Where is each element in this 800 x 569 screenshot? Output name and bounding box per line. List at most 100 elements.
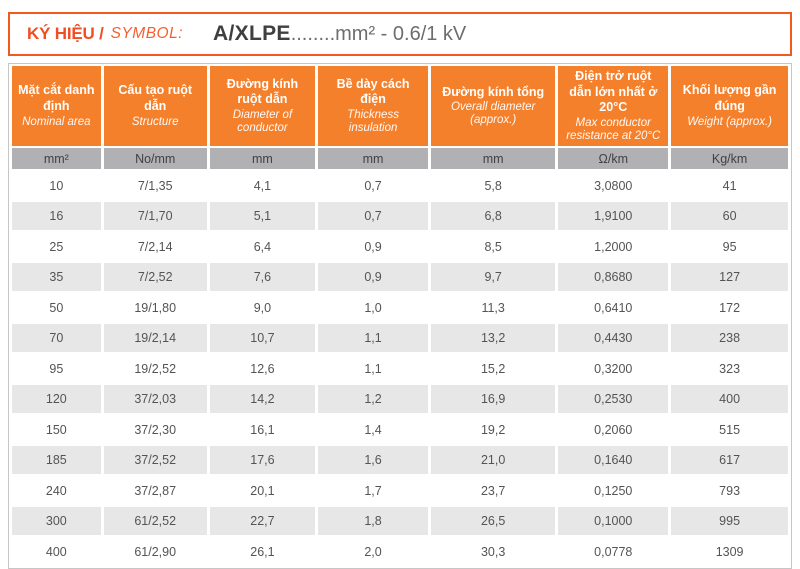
table-cell: 400 bbox=[671, 384, 788, 414]
table-row: 185 37/2,52 17,6 1,6 21,0 0,1640 617 bbox=[12, 445, 788, 475]
table-cell: 0,2530 bbox=[558, 384, 669, 414]
table-cell: 12,6 bbox=[209, 354, 316, 383]
table-cell: 61/2,52 bbox=[103, 506, 207, 536]
table-cell: 0,9 bbox=[318, 262, 429, 292]
table-row: 150 37/2,30 16,1 1,4 19,2 0,2060 515 bbox=[12, 415, 788, 444]
table-cell: 19/2,14 bbox=[103, 323, 207, 353]
table-row: 120 37/2,03 14,2 1,2 16,9 0,2530 400 bbox=[12, 384, 788, 414]
column-header: Điện trở ruột dẫn lớn nhất ở 20°C Max con… bbox=[558, 66, 669, 147]
table-row: 400 61/2,90 26,1 2,0 30,3 0,0778 1309 bbox=[12, 537, 788, 566]
table-cell: 323 bbox=[671, 354, 788, 383]
table-cell: 0,1640 bbox=[558, 445, 669, 475]
table-cell: 1,0 bbox=[318, 293, 429, 322]
table-cell: 3,0800 bbox=[558, 171, 669, 200]
table-cell: 6,8 bbox=[431, 201, 556, 231]
column-title-vi: Mặt cắt danh định bbox=[18, 83, 95, 114]
table-row: 300 61/2,52 22,7 1,8 26,5 0,1000 995 bbox=[12, 506, 788, 536]
table-row: 10 7/1,35 4,1 0,7 5,8 3,0800 41 bbox=[12, 171, 788, 200]
table-cell: 35 bbox=[12, 262, 101, 292]
table-cell: 17,6 bbox=[209, 445, 316, 475]
table-cell: 0,1000 bbox=[558, 506, 669, 536]
table-cell: 0,4430 bbox=[558, 323, 669, 353]
table-cell: 16 bbox=[12, 201, 101, 231]
column-header: Khối lượng gần đúng Weight (approx.) bbox=[671, 66, 788, 147]
table-row: 70 19/2,14 10,7 1,1 13,2 0,4430 238 bbox=[12, 323, 788, 353]
table-row: 35 7/2,52 7,6 0,9 9,7 0,8680 127 bbox=[12, 262, 788, 292]
table-cell: 0,6410 bbox=[558, 293, 669, 322]
table-cell: 95 bbox=[671, 232, 788, 261]
table-cell: 5,1 bbox=[209, 201, 316, 231]
table-cell: 7/2,52 bbox=[103, 262, 207, 292]
table-cell: 150 bbox=[12, 415, 101, 444]
table-cell: 16,1 bbox=[209, 415, 316, 444]
table-cell: 185 bbox=[12, 445, 101, 475]
table-cell: 793 bbox=[671, 476, 788, 505]
table-cell: 19/2,52 bbox=[103, 354, 207, 383]
table-cell: 4,1 bbox=[209, 171, 316, 200]
table-cell: 515 bbox=[671, 415, 788, 444]
table-cell: 0,7 bbox=[318, 171, 429, 200]
table-cell: 9,0 bbox=[209, 293, 316, 322]
column-unit: mm bbox=[318, 148, 429, 170]
table-cell: 23,7 bbox=[431, 476, 556, 505]
symbol-label-vi: KÝ HIỆU / bbox=[27, 24, 104, 43]
table-cell: 0,7 bbox=[318, 201, 429, 231]
table-cell: 995 bbox=[671, 506, 788, 536]
column-title-vi: Cấu tạo ruột dẫn bbox=[118, 83, 193, 114]
column-unit: Kg/km bbox=[671, 148, 788, 170]
units-row: mm² No/mm mm mm mm Ω/km Kg/km bbox=[12, 148, 788, 170]
column-header: Đường kính tổng Overall diameter (approx.… bbox=[431, 66, 556, 147]
column-unit: No/mm bbox=[103, 148, 207, 170]
column-title-en: Weight (approx.) bbox=[687, 115, 772, 128]
table-cell: 16,9 bbox=[431, 384, 556, 414]
table-row: 95 19/2,52 12,6 1,1 15,2 0,3200 323 bbox=[12, 354, 788, 383]
symbol-label-en: SYMBOL: bbox=[110, 25, 184, 42]
table-cell: 37/2,87 bbox=[103, 476, 207, 505]
table-cell: 21,0 bbox=[431, 445, 556, 475]
column-title-en: Nominal area bbox=[22, 115, 91, 128]
column-title-en: Structure bbox=[131, 115, 179, 128]
column-unit: mm bbox=[209, 148, 316, 170]
table-cell: 22,7 bbox=[209, 506, 316, 536]
column-header: Đường kính ruột dẫn Diameter of conductor bbox=[209, 66, 316, 147]
column-title-en: Thickness insulation bbox=[347, 109, 399, 135]
table-cell: 15,2 bbox=[431, 354, 556, 383]
table-cell: 238 bbox=[671, 323, 788, 353]
table-cell: 1,2000 bbox=[558, 232, 669, 261]
table-cell: 1,1 bbox=[318, 323, 429, 353]
table-cell: 30,3 bbox=[431, 537, 556, 566]
column-unit: mm² bbox=[12, 148, 101, 170]
table-cell: 1,7 bbox=[318, 476, 429, 505]
table-cell: 1309 bbox=[671, 537, 788, 566]
table-cell: 172 bbox=[671, 293, 788, 322]
table-cell: 0,1250 bbox=[558, 476, 669, 505]
table-cell: 19/1,80 bbox=[103, 293, 207, 322]
table-cell: 95 bbox=[12, 354, 101, 383]
table-cell: 7,6 bbox=[209, 262, 316, 292]
table-cell: 1,1 bbox=[318, 354, 429, 383]
table-cell: 37/2,30 bbox=[103, 415, 207, 444]
table-cell: 0,8680 bbox=[558, 262, 669, 292]
table-cell: 70 bbox=[12, 323, 101, 353]
table-cell: 0,3200 bbox=[558, 354, 669, 383]
table-cell: 127 bbox=[671, 262, 788, 292]
table-cell: 0,2060 bbox=[558, 415, 669, 444]
table-cell: 41 bbox=[671, 171, 788, 200]
table-cell: 5,8 bbox=[431, 171, 556, 200]
column-header: Bề dày cách điện Thickness insulation bbox=[318, 66, 429, 147]
table-cell: 1,8 bbox=[318, 506, 429, 536]
table-row: 240 37/2,87 20,1 1,7 23,7 0,1250 793 bbox=[12, 476, 788, 505]
table-row: 25 7/2,14 6,4 0,9 8,5 1,2000 95 bbox=[12, 232, 788, 261]
column-title-vi: Khối lượng gần đúng bbox=[682, 83, 777, 114]
table-cell: 20,1 bbox=[209, 476, 316, 505]
table-cell: 10,7 bbox=[209, 323, 316, 353]
table-cell: 60 bbox=[671, 201, 788, 231]
table-cell: 1,6 bbox=[318, 445, 429, 475]
column-title-en: Overall diameter (approx.) bbox=[450, 101, 536, 127]
table-cell: 37/2,03 bbox=[103, 384, 207, 414]
table-cell: 240 bbox=[12, 476, 101, 505]
table-cell: 1,2 bbox=[318, 384, 429, 414]
table-cell: 2,0 bbox=[318, 537, 429, 566]
table-cell: 6,4 bbox=[209, 232, 316, 261]
table-cell: 13,2 bbox=[431, 323, 556, 353]
